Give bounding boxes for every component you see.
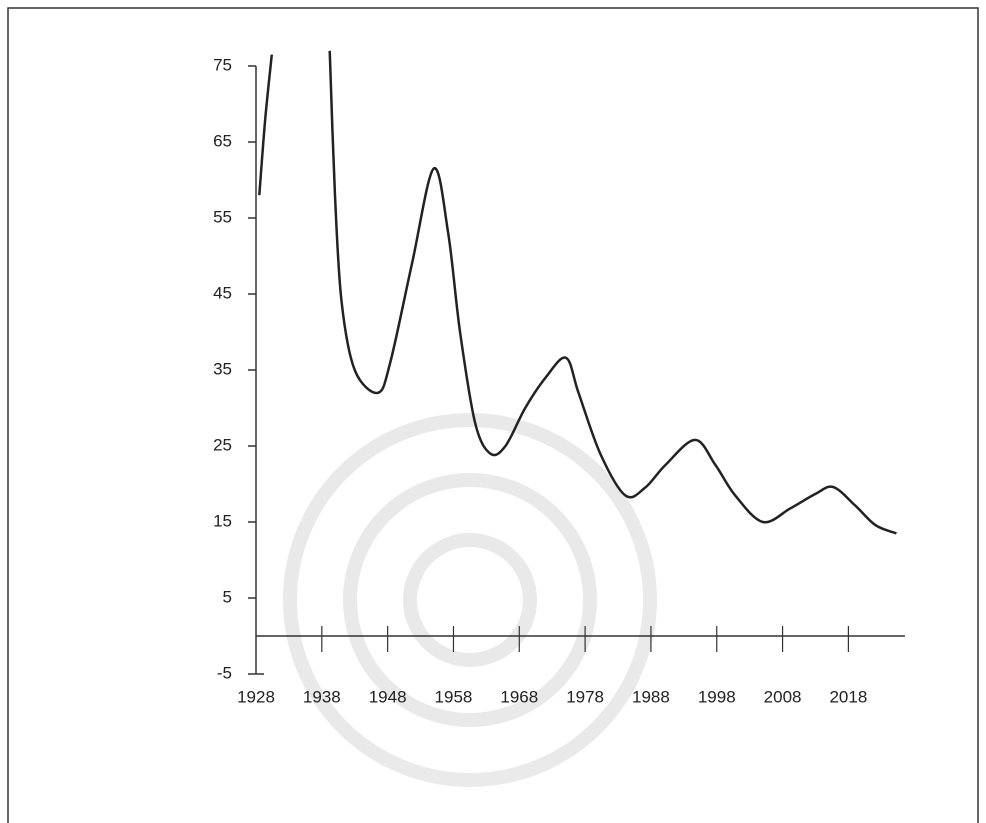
y-tick-label: 15 [213, 511, 232, 530]
y-tick-label: -5 [217, 663, 232, 682]
y-tick-label: 45 [213, 283, 232, 302]
x-tick-label: 1978 [566, 687, 604, 706]
x-tick-label: 1968 [500, 687, 538, 706]
y-tick-label: 5 [223, 587, 232, 606]
y-tick-label: 35 [213, 359, 232, 378]
watermark [290, 420, 650, 780]
x-tick-label: 1928 [237, 687, 275, 706]
y-tick-label: 25 [213, 435, 232, 454]
x-tick-label: 1938 [303, 687, 341, 706]
x-tick-label: 2008 [764, 687, 802, 706]
y-tick-label: 75 [213, 55, 232, 74]
x-tick-label: 1958 [435, 687, 473, 706]
x-tick-label: 1948 [369, 687, 407, 706]
y-tick-label: 65 [213, 131, 232, 150]
y-tick-label: 55 [213, 207, 232, 226]
page: -5 5 15 25 35 45 55 65 75 1928 1938 1948 1958 1968 197… [0, 0, 986, 823]
x-tick-label: 1988 [632, 687, 670, 706]
chart: -5 5 15 25 35 45 55 65 75 1928 1938 1948 1958 1968 197… [0, 0, 986, 823]
x-tick-label: 2018 [829, 687, 867, 706]
x-tick-label: 1998 [698, 687, 736, 706]
